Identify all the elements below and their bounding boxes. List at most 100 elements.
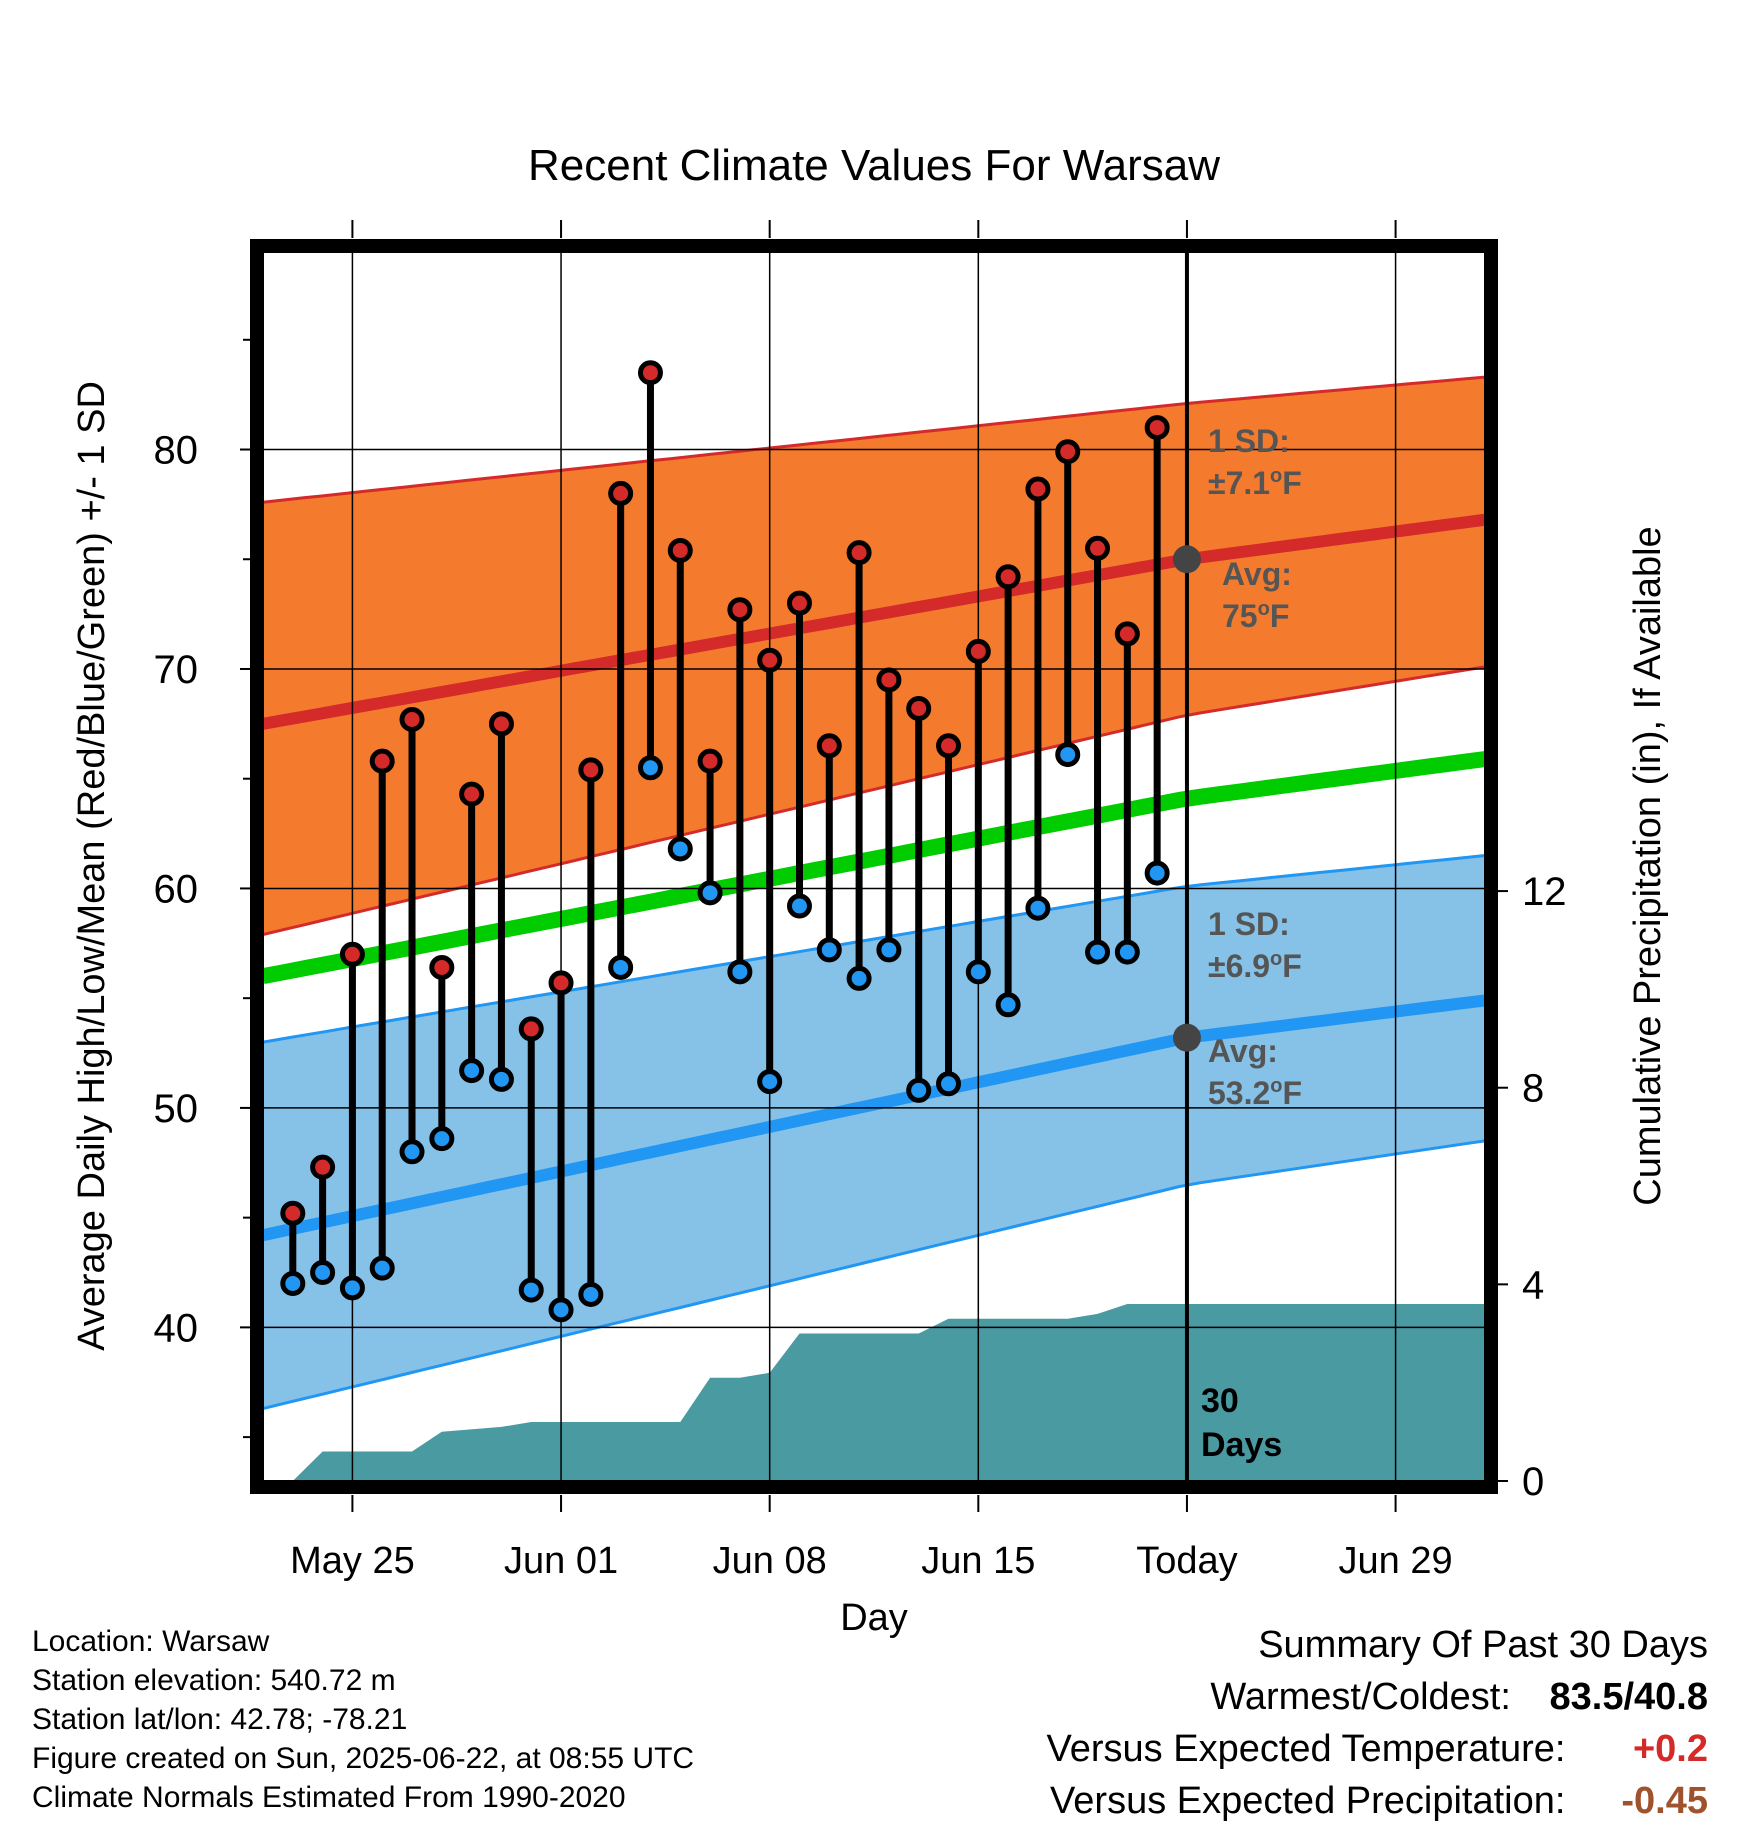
low-sd-label-line1: 1 SD:	[1208, 906, 1290, 942]
coldest-value: 40.8	[1634, 1676, 1708, 1718]
daily-series	[280, 360, 1170, 1323]
y-tick-label: 60	[154, 867, 199, 911]
created-text: Figure created on Sun, 2025-06-22, at 08…	[32, 1742, 695, 1775]
warm-cold-label: Warmest/Coldest:	[1210, 1676, 1511, 1718]
daily-high-point	[995, 564, 1021, 590]
daily-high-point	[1055, 439, 1081, 465]
daily-high-point	[1144, 415, 1170, 441]
y2-tick-label: 12	[1522, 870, 1567, 914]
high-sd-label-line1: 1 SD:	[1208, 423, 1290, 459]
daily-low-point	[429, 1126, 455, 1152]
low-avg-label-line1: Avg:	[1208, 1033, 1278, 1069]
high-sd-band-upper-edge	[263, 375, 1485, 504]
daily-high-point	[936, 733, 962, 759]
daily-low-point	[846, 965, 872, 991]
daily-low-point	[608, 954, 634, 980]
x-tick-label: Today	[1136, 1540, 1237, 1582]
daily-high-point	[310, 1154, 336, 1180]
high-sd-label-degree: o	[1270, 465, 1282, 487]
high-avg-label-degree: o	[1258, 598, 1270, 620]
daily-low-point	[667, 836, 693, 862]
days-label-line1: 30	[1201, 1382, 1239, 1420]
daily-high-point	[339, 941, 365, 967]
normal-low-line	[263, 994, 1485, 1242]
high-sd-label-line2: ±7.1oF	[1208, 465, 1302, 501]
normals-text: Climate Normals Estimated From 1990-2020	[32, 1781, 626, 1814]
y2-tick-label: 4	[1522, 1263, 1544, 1307]
x-axis-title: Day	[840, 1597, 908, 1639]
x-tick-label: Jun 29	[1339, 1540, 1453, 1582]
daily-low-point	[548, 1297, 574, 1323]
low-sd-band-lower-edge	[263, 1139, 1485, 1411]
warmest-value: 83.5	[1549, 1676, 1624, 1718]
daily-low-point	[1055, 742, 1081, 768]
daily-high-point	[488, 711, 514, 737]
y-tick-label: 80	[154, 429, 199, 473]
plot-frame	[250, 239, 1498, 1494]
high-sd-band	[263, 377, 1485, 935]
daily-low-point	[876, 937, 902, 963]
daily-low-point	[757, 1069, 783, 1095]
plot-area	[263, 375, 1485, 1481]
y2-axis-title: Cumulative Precipitation (in), If Availa…	[1627, 526, 1669, 1205]
daily-high-point	[280, 1200, 306, 1226]
daily-high-point	[816, 733, 842, 759]
daily-low-point	[578, 1281, 604, 1307]
daily-high-point	[548, 970, 574, 996]
daily-high-point	[637, 360, 663, 386]
daily-low-point	[786, 893, 812, 919]
high-avg-label-line2: 75oF	[1222, 598, 1289, 634]
daily-high-point	[965, 638, 991, 664]
daily-high-point	[1114, 621, 1140, 647]
daily-high-point	[578, 757, 604, 783]
today-high-marker	[1172, 545, 1201, 574]
low-sd-label-unit: F	[1282, 948, 1302, 984]
daily-high-point	[667, 537, 693, 563]
low-sd-label-value: ±6.9	[1208, 948, 1270, 984]
low-avg-label-value: 53.2	[1208, 1075, 1270, 1111]
summary-title: Summary Of Past 30 Days	[1258, 1624, 1708, 1666]
daily-low-point	[518, 1277, 544, 1303]
daily-low-point	[399, 1139, 425, 1165]
latlon-text: Station lat/lon: 42.78; -78.21	[32, 1703, 408, 1736]
x-tick-label: Jun 01	[504, 1540, 618, 1582]
daily-high-point	[906, 695, 932, 721]
daily-low-point	[727, 959, 753, 985]
high-avg-label-unit: F	[1270, 598, 1290, 634]
daily-low-point	[697, 880, 723, 906]
axes: 40 50 60 70 80 0 4 8 12 May 25 Jun 01 Jun 08 Jun 15 T…	[71, 220, 1669, 1639]
daily-low-point	[1114, 939, 1140, 965]
daily-low-point	[637, 755, 663, 781]
daily-high-point	[1025, 476, 1051, 502]
daily-high-point	[697, 748, 723, 774]
daily-high-point	[1085, 535, 1111, 561]
daily-low-point	[906, 1077, 932, 1103]
daily-high-point	[846, 540, 872, 566]
daily-low-point	[936, 1071, 962, 1097]
daily-low-point	[816, 937, 842, 963]
daily-low-point	[280, 1270, 306, 1296]
low-sd-band	[263, 855, 1485, 1409]
today-low-marker	[1172, 1023, 1201, 1052]
y-tick-label: 50	[154, 1087, 199, 1131]
daily-high-point	[459, 781, 485, 807]
temp-value: +0.2	[1632, 1728, 1708, 1770]
high-avg-label-line1: Avg:	[1222, 556, 1292, 592]
x-tick-label: May 25	[290, 1540, 415, 1582]
precip-label: Versus Expected Precipitation:	[1050, 1780, 1566, 1822]
normal-mean-line	[263, 751, 1485, 985]
daily-high-point	[399, 706, 425, 732]
daily-low-point	[1144, 860, 1170, 886]
days-label-line2: Days	[1201, 1426, 1282, 1464]
daily-low-point	[1085, 939, 1111, 965]
low-avg-label-degree: o	[1270, 1075, 1282, 1097]
high-avg-label-value: 75	[1222, 598, 1258, 634]
daily-low-point	[995, 992, 1021, 1018]
y-axis-title: Average Daily High/Low/Mean (Red/Blue/Gr…	[71, 381, 113, 1351]
high-sd-band-lower-edge	[263, 665, 1485, 936]
temp-row: Versus Expected Temperature: +0.2	[1047, 1723, 1708, 1775]
summary-panel: Summary Of Past 30 Days Warmest/Coldest:…	[1047, 1619, 1708, 1827]
low-sd-band-upper-edge	[263, 854, 1485, 1044]
daily-high-point	[727, 597, 753, 623]
